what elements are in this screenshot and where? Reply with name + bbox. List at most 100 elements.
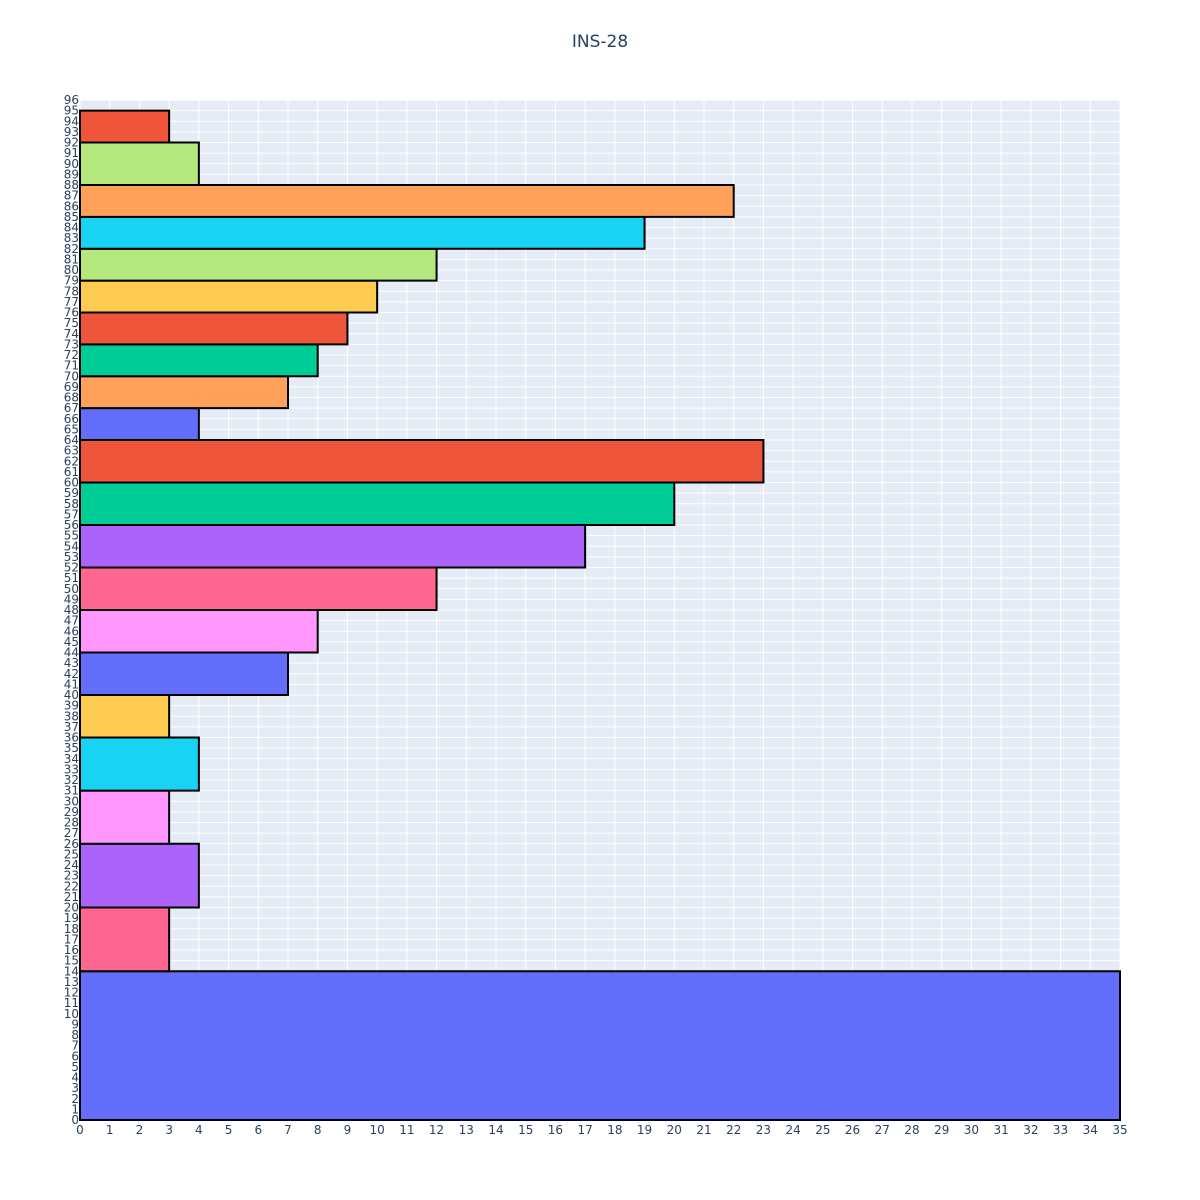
- y-tick-label: 63: [64, 444, 79, 458]
- x-tick-label: 23: [756, 1123, 771, 1137]
- y-tick-label: 60: [64, 476, 79, 490]
- y-tick-label: 76: [64, 306, 79, 320]
- y-tick-label: 88: [64, 178, 79, 192]
- x-tick-label: 32: [1023, 1123, 1038, 1137]
- x-tick-label: 34: [1083, 1123, 1098, 1137]
- bar: [79, 109, 171, 144]
- x-tick-label: 3: [165, 1123, 173, 1137]
- bar: [79, 651, 289, 696]
- y-tick-label: 92: [64, 136, 79, 150]
- y-tick-label: 6: [71, 1049, 79, 1063]
- y-tick-label: 56: [64, 518, 79, 532]
- x-tick-label: 30: [964, 1123, 979, 1137]
- x-tick-label: 6: [254, 1123, 262, 1137]
- x-tick-label: 7: [284, 1123, 292, 1137]
- y-tick-label: 35: [64, 741, 79, 755]
- y-tick-label: 80: [64, 263, 79, 277]
- x-tick-label: 20: [667, 1123, 682, 1137]
- y-tick-label: 83: [64, 231, 79, 245]
- y-tick-label: 28: [64, 816, 79, 830]
- y-tick-label: 23: [64, 869, 79, 883]
- y-tick-label: 62: [64, 454, 79, 468]
- x-tick-label: 5: [225, 1123, 233, 1137]
- y-tick-label: 32: [64, 773, 79, 787]
- y-tick-label: 65: [64, 422, 79, 436]
- y-tick-label: 8: [71, 1028, 79, 1042]
- x-tick-label: 19: [637, 1123, 652, 1137]
- x-tick-label: 18: [607, 1123, 622, 1137]
- chart-title: INS-28: [571, 32, 629, 52]
- x-tick-label: 17: [578, 1123, 593, 1137]
- x-tick-label: 0: [76, 1123, 84, 1137]
- x-tick-label: 31: [994, 1123, 1009, 1137]
- y-tick-label: 79: [64, 274, 79, 288]
- y-tick-label: 34: [64, 752, 79, 766]
- y-tick-label: 52: [64, 561, 79, 575]
- x-tick-label: 15: [518, 1123, 533, 1137]
- y-tick-label: 93: [64, 125, 79, 139]
- y-tick-label: 55: [64, 529, 79, 543]
- y-tick-label: 42: [64, 667, 79, 681]
- y-tick-label: 85: [64, 210, 79, 224]
- y-tick-label: 53: [64, 550, 79, 564]
- y-tick-label: 67: [64, 401, 79, 415]
- y-tick-label: 89: [64, 167, 79, 181]
- y-tick-label: 45: [64, 635, 79, 649]
- y-tick-label: 50: [64, 582, 79, 596]
- x-tick-label: 26: [845, 1123, 860, 1137]
- x-axis-ticks: 0 1 2 3 4 5 6 7 8 9 10 11 12 13 14 15 16 17 18 19 20 21 22 23 24…: [76, 1123, 1127, 1137]
- y-tick-label: 96: [64, 93, 79, 107]
- x-tick-label: 29: [934, 1123, 949, 1137]
- bar: [79, 215, 646, 250]
- y-tick-label: 72: [64, 348, 79, 362]
- x-tick-label: 16: [548, 1123, 563, 1137]
- y-tick-label: 87: [64, 189, 79, 203]
- y-tick-label: 73: [64, 337, 79, 351]
- y-tick-label: 90: [64, 157, 79, 171]
- y-tick-label: 18: [64, 922, 79, 936]
- bar: [79, 906, 171, 973]
- y-tick-label: 31: [64, 784, 79, 798]
- x-tick-label: 1: [106, 1123, 114, 1137]
- y-tick-label: 57: [64, 507, 79, 521]
- y-tick-label: 13: [64, 975, 79, 989]
- y-tick-label: 70: [64, 369, 79, 383]
- x-tick-label: 21: [696, 1123, 711, 1137]
- x-tick-label: 24: [786, 1123, 801, 1137]
- bar: [79, 343, 319, 378]
- y-tick-label: 77: [64, 295, 79, 309]
- y-tick-label: 12: [64, 986, 79, 1000]
- x-tick-label: 13: [459, 1123, 474, 1137]
- y-tick-label: 3: [71, 1081, 79, 1095]
- y-tick-label: 44: [64, 646, 79, 660]
- y-tick-label: 26: [64, 837, 79, 851]
- y-tick-label: 75: [64, 316, 79, 330]
- y-tick-label: 36: [64, 731, 79, 745]
- bars: [79, 109, 1121, 1121]
- y-tick-label: 19: [64, 911, 79, 925]
- y-tick-label: 15: [64, 954, 79, 968]
- x-tick-label: 27: [875, 1123, 890, 1137]
- bar: [79, 736, 200, 792]
- y-tick-label: 94: [64, 114, 79, 128]
- y-tick-label: 27: [64, 826, 79, 840]
- bar: [79, 970, 1121, 1121]
- y-axis-ticks: 0123456789101112131415161718192021222324…: [64, 93, 79, 1127]
- bar: [79, 789, 171, 845]
- y-tick-label: 81: [64, 252, 79, 266]
- y-tick-label: 20: [64, 901, 79, 915]
- y-tick-label: 47: [64, 614, 79, 628]
- y-tick-label: 5: [71, 1060, 79, 1074]
- y-tick-label: 41: [64, 677, 79, 691]
- y-tick-label: 46: [64, 624, 79, 638]
- bar: [79, 407, 200, 441]
- bar: [79, 524, 587, 569]
- y-tick-label: 37: [64, 720, 79, 734]
- y-tick-label: 1: [71, 1102, 79, 1116]
- x-tick-label: 28: [904, 1123, 919, 1137]
- y-tick-label: 78: [64, 284, 79, 298]
- y-tick-label: 33: [64, 762, 79, 776]
- bar: [79, 481, 676, 526]
- y-tick-label: 40: [64, 688, 79, 702]
- bar: [79, 311, 349, 346]
